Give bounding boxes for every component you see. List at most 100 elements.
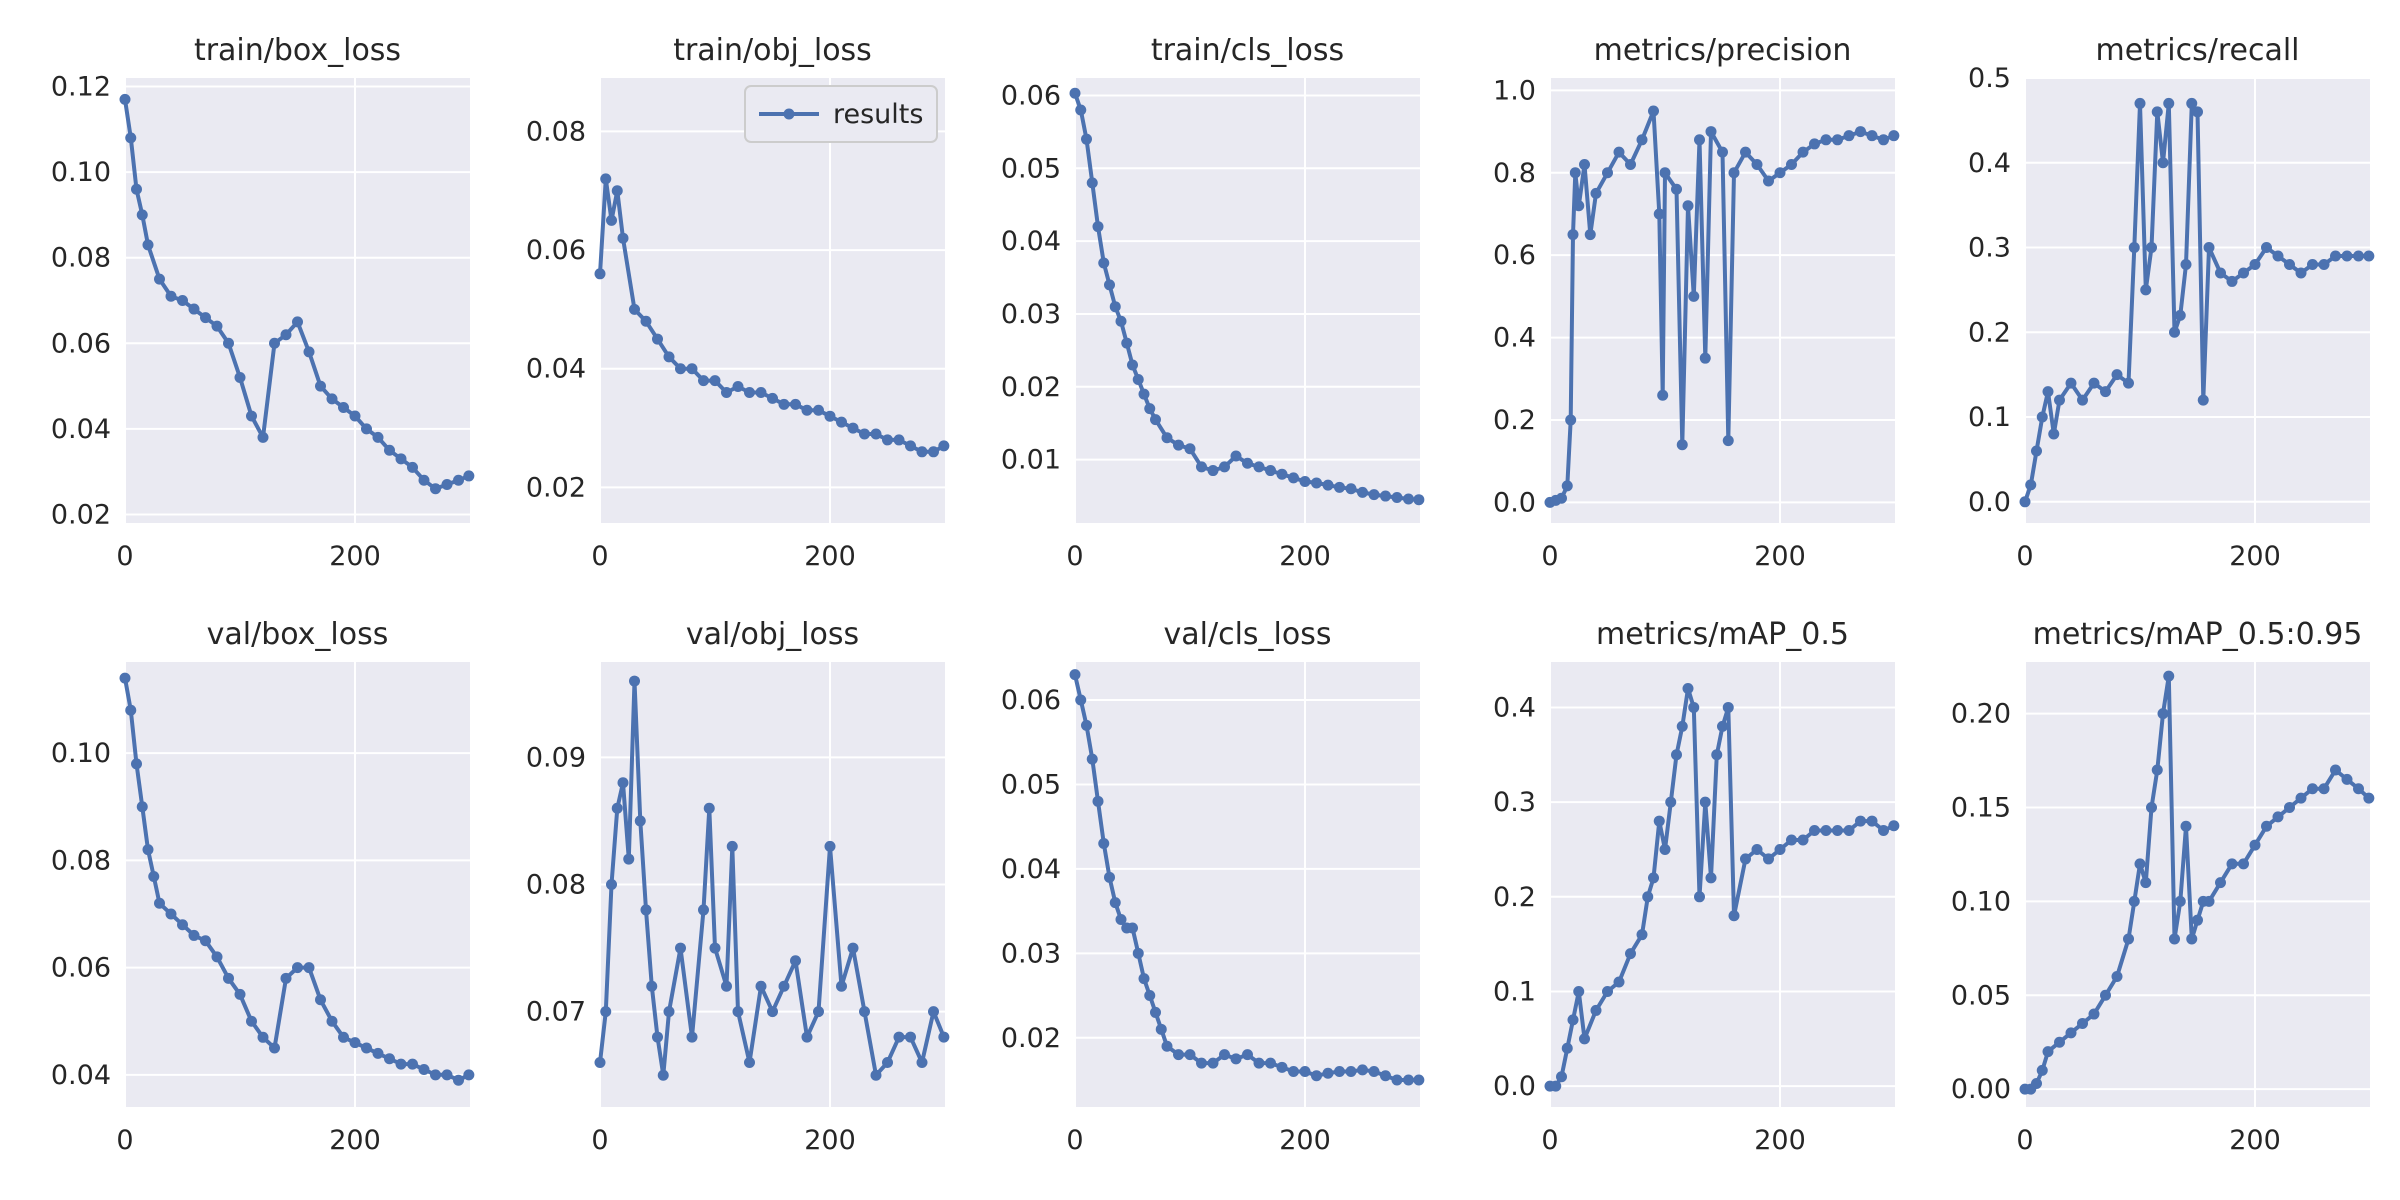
data-point	[2157, 708, 2169, 720]
data-point	[1253, 461, 1265, 473]
y-tick-label: 0.07	[526, 997, 586, 1028]
data-point	[1265, 465, 1276, 477]
y-tick-label: 0.02	[51, 499, 111, 530]
data-point	[1150, 414, 1161, 426]
data-point	[1380, 490, 1391, 502]
data-point	[611, 802, 623, 814]
data-point	[257, 1031, 269, 1043]
data-point	[154, 897, 165, 909]
data-point	[1380, 1070, 1391, 1082]
data-point	[2111, 971, 2123, 983]
data-point	[1832, 825, 1843, 837]
data-point	[1334, 481, 1345, 493]
data-point	[1069, 669, 1081, 681]
data-point	[349, 1037, 361, 1049]
data-point	[778, 980, 790, 992]
data-point	[200, 935, 211, 947]
data-point	[2054, 394, 2065, 406]
data-point	[223, 337, 234, 349]
data-point	[125, 704, 137, 716]
legend-marker-swatch	[783, 108, 795, 120]
axes-background	[600, 78, 945, 523]
data-point	[1288, 1066, 1299, 1078]
data-point	[1207, 1057, 1219, 1069]
data-point	[1602, 985, 1613, 997]
data-point	[188, 303, 200, 315]
data-point	[1740, 146, 1751, 158]
data-point	[698, 904, 709, 916]
data-point	[257, 431, 269, 443]
data-point	[1820, 134, 1832, 146]
data-point	[1711, 749, 1723, 761]
data-point	[211, 951, 223, 963]
data-point	[2363, 792, 2375, 804]
data-point	[1688, 290, 1700, 302]
y-tick-label: 0.08	[51, 845, 111, 876]
legend-label: results	[833, 99, 923, 130]
data-point	[893, 434, 905, 446]
axes-background	[1550, 78, 1895, 523]
data-point	[234, 988, 246, 1000]
x-tick-label: 200	[804, 1125, 856, 1156]
data-point	[2186, 97, 2198, 109]
data-point	[1843, 130, 1855, 142]
y-tick-label: 0.20	[1951, 699, 2011, 730]
data-point	[1311, 1070, 1322, 1082]
data-point	[870, 428, 882, 440]
data-point	[1751, 843, 1763, 855]
data-point	[813, 1006, 824, 1018]
data-point	[2128, 895, 2140, 907]
y-tick-label: 0.05	[1951, 980, 2011, 1011]
data-point	[2157, 157, 2169, 169]
data-point	[721, 980, 732, 992]
data-point	[2163, 670, 2175, 682]
data-point	[2111, 369, 2123, 381]
y-tick-label: 0.03	[1001, 299, 1061, 330]
data-point	[916, 446, 928, 458]
data-point	[813, 404, 824, 416]
data-point	[2123, 933, 2134, 945]
x-tick-label: 0	[1066, 1125, 1083, 1156]
y-tick-label: 0.3	[1968, 233, 2011, 264]
x-tick-label: 200	[2229, 541, 2281, 572]
data-point	[726, 840, 738, 852]
data-point	[1565, 414, 1577, 426]
data-point	[675, 363, 686, 375]
data-point	[859, 428, 870, 440]
data-point	[836, 980, 847, 992]
data-point	[629, 303, 640, 315]
data-point	[1722, 435, 1734, 447]
data-point	[755, 980, 767, 992]
x-tick-label: 200	[1279, 541, 1331, 572]
data-point	[2249, 839, 2261, 851]
data-point	[430, 483, 441, 495]
data-point	[606, 214, 617, 226]
data-point	[640, 904, 652, 916]
data-point	[617, 232, 629, 244]
legend: results	[744, 85, 938, 143]
data-point	[1763, 175, 1774, 187]
data-point	[824, 840, 836, 852]
data-point	[1092, 221, 1104, 233]
data-point	[2186, 933, 2198, 945]
data-point	[1357, 1064, 1368, 1076]
data-point	[1132, 947, 1144, 959]
data-point	[2353, 250, 2364, 262]
data-point	[1590, 187, 1602, 199]
data-point	[395, 1058, 407, 1070]
y-tick-label: 0.3	[1493, 787, 1536, 818]
data-point	[372, 1047, 384, 1059]
data-point	[142, 239, 154, 251]
data-point	[790, 955, 801, 967]
data-point	[1230, 1053, 1242, 1065]
axes-background	[125, 662, 470, 1107]
data-point	[790, 398, 801, 410]
data-point	[349, 410, 361, 422]
axes-background	[1075, 78, 1420, 523]
data-point	[1104, 279, 1115, 291]
y-tick-label: 0.5	[1968, 63, 2011, 94]
data-point	[1671, 749, 1682, 761]
data-point	[2048, 428, 2060, 440]
data-point	[1855, 126, 1866, 138]
data-point	[594, 268, 606, 280]
